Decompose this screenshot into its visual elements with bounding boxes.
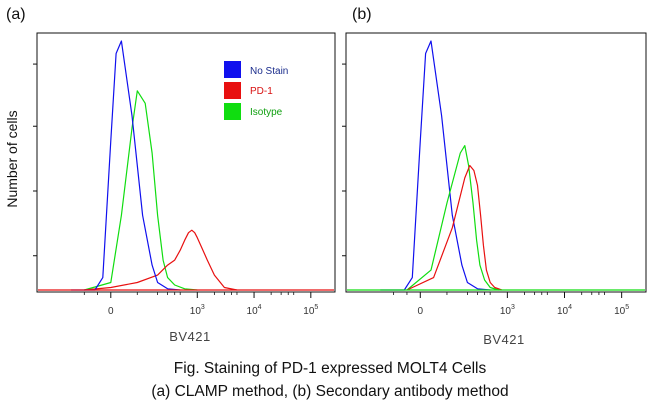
y-ticks-a — [33, 63, 37, 257]
x-tick-label: 105 — [303, 304, 318, 317]
series-group-b — [347, 40, 645, 291]
y-axis-label: Number of cells — [4, 110, 20, 207]
legend: No Stain PD-1 Isotype — [224, 61, 288, 120]
caption-line-1: Fig. Staining of PD-1 expressed MOLT4 Ce… — [174, 360, 487, 377]
x-tick-label: 0 — [418, 306, 424, 317]
panel-a: 0 103 104 105 No Stain PD-1 Isotype — [33, 32, 336, 317]
x-axis-label-b: BV421 — [483, 332, 525, 347]
legend-label-no-stain: No Stain — [250, 66, 288, 77]
legend-label-isotype: Isotype — [250, 107, 283, 118]
series-line-isotype — [406, 145, 499, 291]
panel-b: 0 103 104 105 — [342, 32, 647, 317]
x-tick-label: 104 — [557, 304, 572, 317]
x-tick-label: 0 — [108, 306, 114, 317]
legend-swatch-no-stain — [224, 61, 241, 78]
x-tick-label: 103 — [500, 304, 515, 317]
legend-label-pd1: PD-1 — [250, 86, 273, 97]
x-ticks-b: 0 103 104 105 — [393, 292, 629, 317]
legend-swatch-pd1 — [224, 82, 241, 99]
x-ticks-a: 0 103 104 105 — [83, 292, 318, 317]
x-axis-label-a: BV421 — [169, 329, 211, 344]
y-ticks-b — [342, 63, 346, 257]
series-line-no-stain — [380, 40, 491, 291]
x-tick-label: 103 — [190, 304, 205, 317]
series-line-isotype — [84, 90, 198, 291]
plot-frame-b — [345, 32, 647, 293]
series-line-pd-1 — [84, 229, 238, 291]
legend-swatch-isotype — [224, 103, 241, 120]
x-tick-label: 105 — [614, 304, 629, 317]
panel-label-a: (a) — [6, 6, 26, 23]
panel-label-b: (b) — [352, 6, 372, 23]
series-line-pd-1 — [406, 164, 502, 291]
plot-frame-a — [36, 32, 336, 293]
caption-line-2: (a) CLAMP method, (b) Secondary antibody… — [151, 383, 508, 400]
series-line-no-stain — [71, 40, 181, 291]
x-tick-label: 104 — [247, 304, 262, 317]
series-group-a — [38, 40, 334, 291]
